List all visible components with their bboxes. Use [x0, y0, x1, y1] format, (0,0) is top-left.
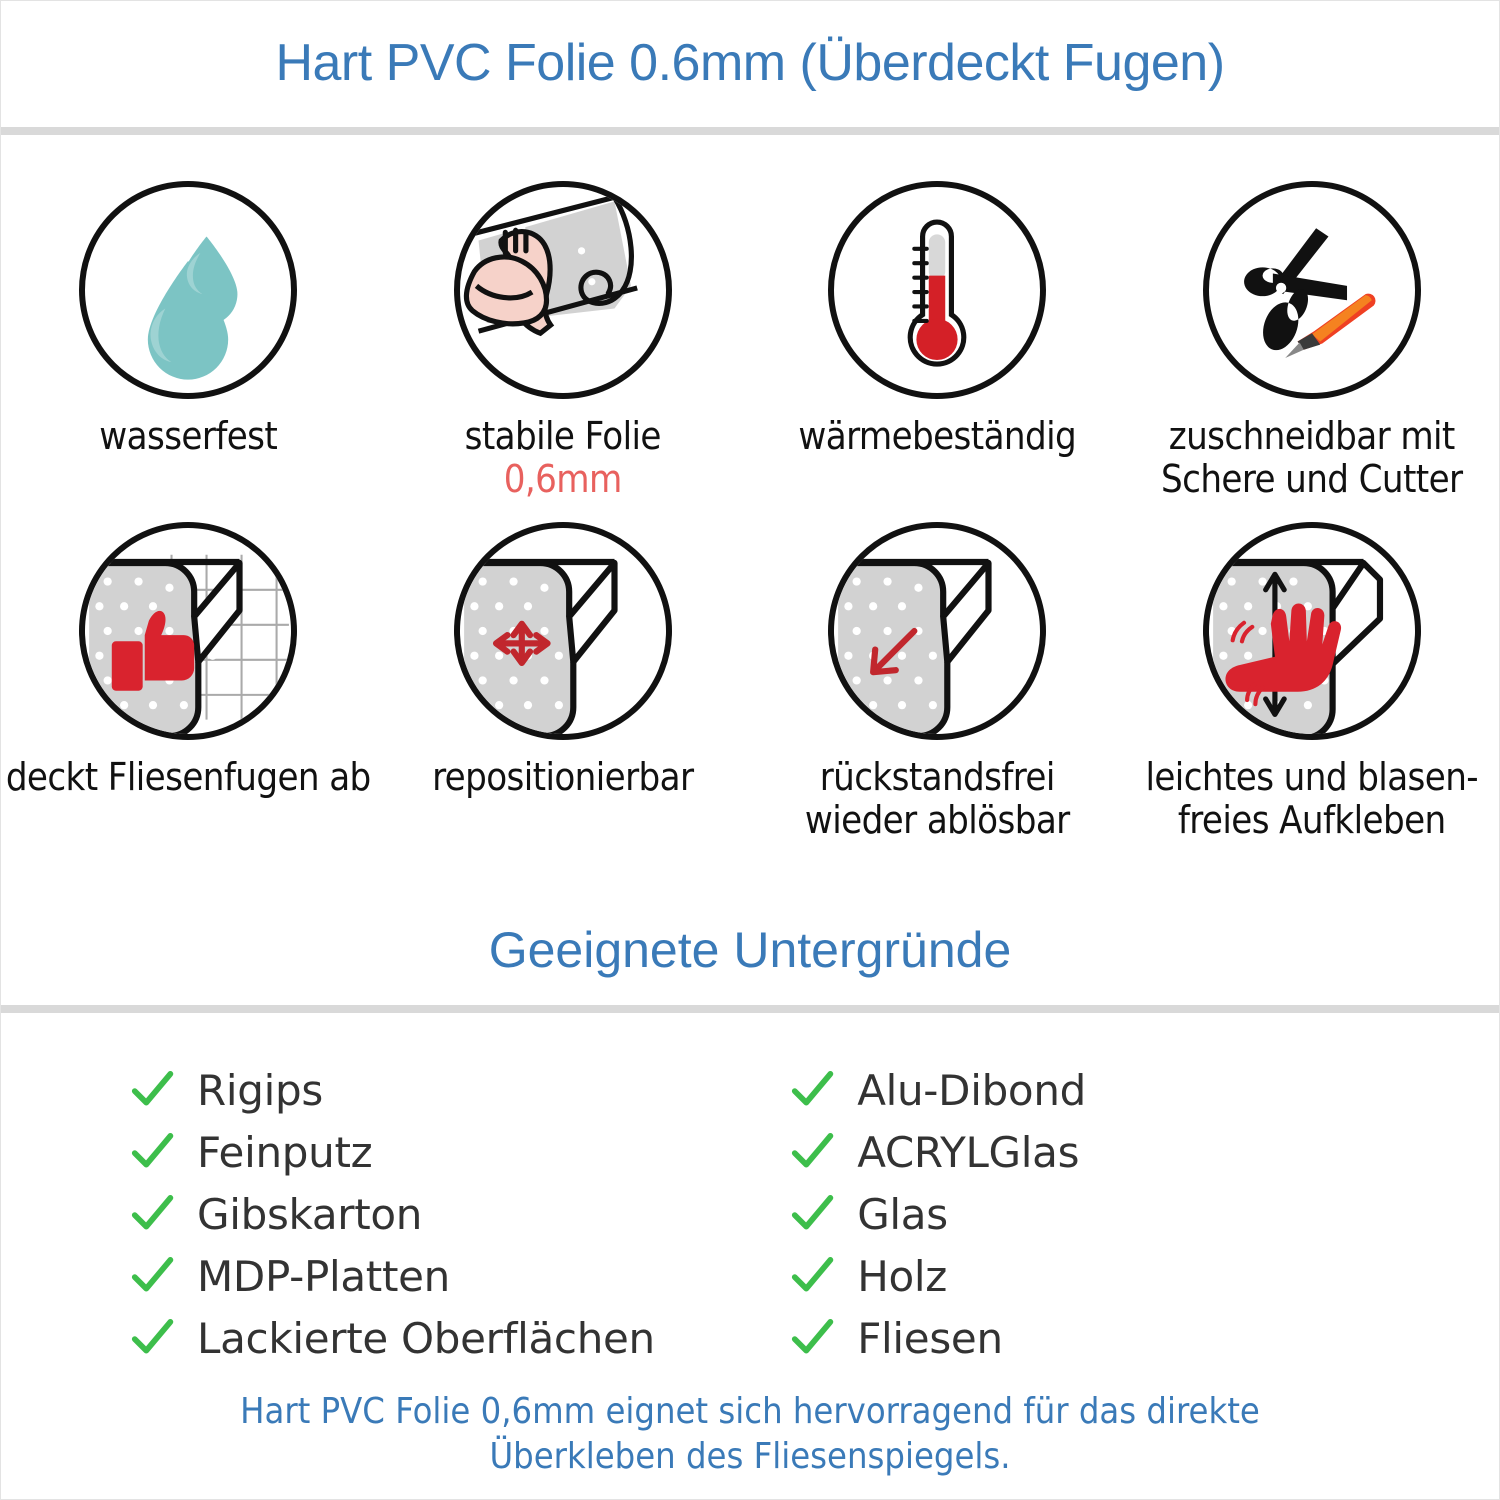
feature-label-text: repositionierbar — [432, 755, 694, 800]
substrate-label: Rigips — [197, 1065, 323, 1115]
list-item: Gibskarton — [129, 1183, 759, 1245]
feature-zuschneidbar: zuschneidbar mit Schere und Cutter — [1125, 181, 1500, 500]
check-icon — [131, 1133, 174, 1168]
section-heading-untergruende: Geeignete Untergründe — [488, 922, 1012, 978]
substrate-label: Holz — [857, 1251, 947, 1301]
feature-grid: wasserfest — [1, 181, 1499, 841]
list-item: Holz — [789, 1245, 1389, 1307]
scissors-cutter-icon — [1202, 181, 1421, 399]
check-icon — [131, 1319, 174, 1354]
list-item: Glas — [789, 1183, 1389, 1245]
feature-label: wasserfest — [99, 414, 278, 458]
page-title: Hart PVC Folie 0.6mm (Überdeckt Fugen) — [275, 34, 1225, 92]
feature-label: stabile Folie 0,6mm — [464, 414, 662, 501]
peel-arrow-icon — [828, 522, 1047, 741]
substrate-label: Gibskarton — [197, 1189, 423, 1239]
substrate-column-right: Alu-Dibond ACRYLGlas Glas Holz Fliesen — [759, 1059, 1389, 1369]
feature-label: deckt Fliesenfugen ab — [6, 756, 371, 799]
check-icon — [792, 1133, 834, 1168]
check-icon — [131, 1071, 174, 1106]
feature-label-text: rückstandsfrei wieder ablösbar — [804, 755, 1070, 842]
check-icon — [792, 1071, 834, 1106]
feature-label-text: deckt Fliesenfugen ab — [5, 755, 371, 800]
substrate-label: Fliesen — [857, 1313, 1003, 1363]
check-icon — [131, 1195, 174, 1230]
feature-label-text: stabile Folie — [464, 414, 662, 458]
thumbs-up-tile-icon — [79, 522, 298, 741]
feature-wasserfest: wasserfest — [1, 181, 376, 500]
feature-leichtes-aufkleben: leichtes und blasen- freies Aufkleben — [1125, 522, 1500, 841]
feature-waermebestaendig: wärmebeständig — [750, 181, 1125, 500]
list-item: MDP-Platten — [129, 1245, 759, 1307]
feature-label: rückstandsfrei wieder ablösbar — [805, 756, 1070, 841]
substrate-label: Feinputz — [197, 1127, 373, 1177]
substrate-label: ACRYLGlas — [857, 1127, 1080, 1177]
substrate-label: MDP-Platten — [197, 1251, 450, 1301]
check-icon — [792, 1195, 834, 1230]
feature-deckt-fliesenfugen: deckt Fliesenfugen ab — [1, 522, 376, 841]
check-icon — [792, 1319, 834, 1354]
feature-row-1: wasserfest — [1, 181, 1499, 500]
list-item: ACRYLGlas — [789, 1121, 1389, 1183]
check-icon — [792, 1257, 834, 1292]
list-item: Rigips — [129, 1059, 759, 1121]
list-item: Alu-Dibond — [789, 1059, 1389, 1121]
list-item: Lackierte Oberflächen — [129, 1307, 759, 1369]
feature-label-thickness: 0,6mm — [503, 456, 623, 501]
substrate-lists: Rigips Feinputz Gibskarton MDP-Platten L… — [1, 1059, 1499, 1369]
substrate-label: Glas — [857, 1189, 948, 1239]
substrate-label: Alu-Dibond — [857, 1065, 1087, 1115]
four-way-arrow-icon — [453, 522, 672, 741]
feature-label: leichtes und blasen- freies Aufkleben — [1145, 756, 1478, 841]
feature-label-text: wärmebeständig — [798, 414, 1077, 458]
list-item: Fliesen — [789, 1307, 1389, 1369]
divider-top — [1, 127, 1499, 135]
feature-label-text: leichtes und blasen- freies Aufkleben — [1145, 755, 1479, 842]
substrate-column-left: Rigips Feinputz Gibskarton MDP-Platten L… — [129, 1059, 759, 1369]
list-item: Feinputz — [129, 1121, 759, 1183]
substrate-label: Lackierte Oberflächen — [197, 1313, 655, 1363]
feature-row-2: deckt Fliesenfugen ab — [1, 522, 1499, 841]
smoothing-hand-icon — [1202, 522, 1421, 741]
feature-stabile-folie: stabile Folie 0,6mm — [376, 181, 751, 500]
feature-label: repositionierbar — [432, 755, 694, 800]
feature-label: wärmebeständig — [798, 415, 1076, 458]
footer-line-2: Überkleben des Fliesenspiegels. — [489, 1436, 1011, 1477]
feature-rueckstandsfrei: rückstandsfrei wieder ablösbar — [750, 522, 1125, 841]
feature-repositionierbar: repositionierbar — [376, 522, 751, 841]
footer-note: Hart PVC Folie 0,6mm eignet sich hervorr… — [1, 1389, 1499, 1479]
feature-label-text: zuschneidbar mit Schere und Cutter — [1161, 414, 1463, 501]
strong-arm-film-icon — [453, 181, 672, 399]
check-icon — [131, 1257, 174, 1292]
thermometer-icon — [828, 181, 1047, 399]
footer-line-1: Hart PVC Folie 0,6mm eignet sich hervorr… — [240, 1391, 1260, 1432]
feature-label: zuschneidbar mit Schere und Cutter — [1161, 414, 1463, 501]
divider-mid — [1, 1005, 1499, 1013]
water-drops-icon — [79, 181, 298, 399]
feature-label-text: wasserfest — [99, 414, 278, 458]
